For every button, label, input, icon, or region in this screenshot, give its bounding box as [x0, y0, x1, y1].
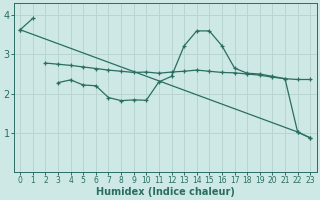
X-axis label: Humidex (Indice chaleur): Humidex (Indice chaleur) — [96, 187, 235, 197]
